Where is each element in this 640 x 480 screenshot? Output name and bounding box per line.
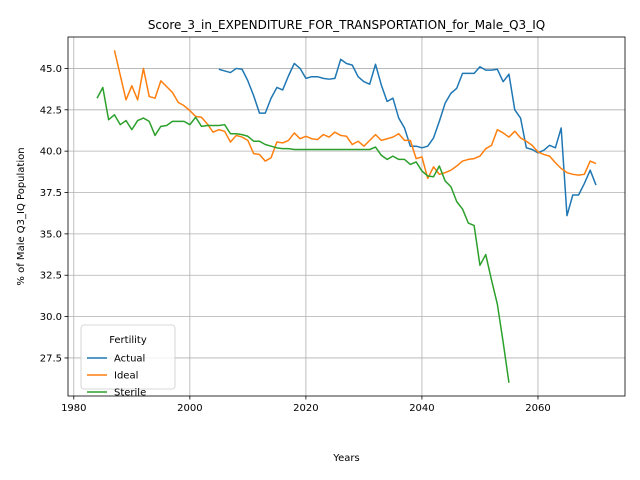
y-tick-label: 37.5 <box>40 188 62 199</box>
y-tick-label: 35.0 <box>40 229 62 240</box>
y-axis-title: % of Male Q3_IQ Population <box>16 147 27 285</box>
series-line-ideal <box>113 50 597 180</box>
x-axis: 1980 2000 2020 2040 2060 <box>61 396 551 414</box>
y-tick-label: 42.5 <box>40 105 62 116</box>
legend-label-actual: Actual <box>114 354 145 365</box>
legend-label-sterile: Sterile <box>114 388 146 399</box>
chart-title: Score_3_in_EXPENDITURE_FOR_TRANSPORTATIO… <box>148 18 545 32</box>
x-tick-label: 2040 <box>409 403 434 414</box>
y-tick-label: 40.0 <box>40 147 62 158</box>
y-axis: 27.5 30.0 32.5 35.0 37.5 40.0 42.5 45.0 <box>40 64 68 364</box>
legend-entries: Actual Ideal Sterile <box>87 354 146 399</box>
legend: Fertility Actual Ideal Sterile <box>80 324 176 399</box>
y-tick-label: 30.0 <box>40 312 62 323</box>
x-tick-label: 1980 <box>61 403 86 414</box>
y-tick-label: 27.5 <box>40 353 62 364</box>
legend-box <box>80 324 176 390</box>
series-line-actual <box>218 58 597 217</box>
x-tick-label: 2000 <box>177 403 202 414</box>
plot-area-frame <box>67 36 626 397</box>
series-line-sterile <box>96 86 510 383</box>
x-tick-label: 2020 <box>293 403 318 414</box>
legend-label-ideal: Ideal <box>114 371 138 382</box>
x-axis-title: Years <box>332 453 359 464</box>
y-tick-label: 32.5 <box>40 271 62 282</box>
x-tick-label: 2060 <box>525 403 550 414</box>
legend-title: Fertility <box>109 335 147 346</box>
gridlines <box>68 37 625 396</box>
y-tick-label: 45.0 <box>40 64 62 75</box>
series-lines <box>96 50 597 383</box>
